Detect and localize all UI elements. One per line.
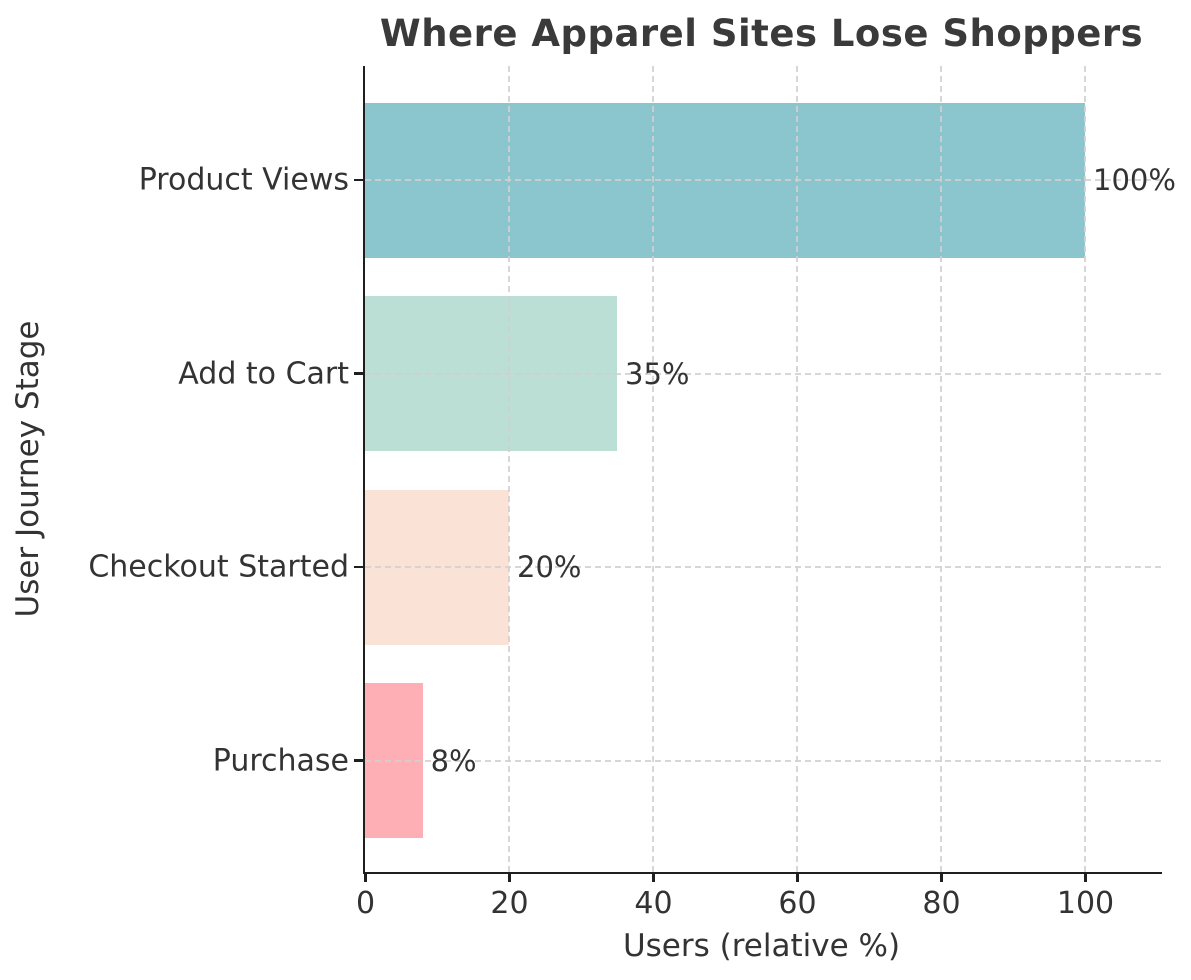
gridline-vertical bbox=[1084, 66, 1086, 872]
y-axis-label: User Journey Stage bbox=[10, 320, 46, 618]
x-tick-mark bbox=[508, 874, 511, 882]
x-tick-label: 80 bbox=[922, 886, 961, 921]
x-tick-label: 20 bbox=[490, 886, 529, 921]
gridline-horizontal bbox=[365, 179, 1162, 181]
x-tick-mark bbox=[1084, 874, 1087, 882]
gridline-horizontal bbox=[365, 372, 1162, 375]
y-tick-mark bbox=[354, 565, 363, 569]
chart-title: Where Apparel Sites Lose Shoppers bbox=[379, 12, 1144, 55]
y-tick-mark bbox=[354, 372, 363, 375]
x-tick-label: 60 bbox=[778, 886, 817, 921]
y-tick-label-product-views: Product Views bbox=[138, 162, 349, 198]
bar-value-label: 35% bbox=[625, 356, 690, 391]
y-tick-mark bbox=[354, 759, 363, 762]
gridline-vertical bbox=[940, 66, 942, 872]
gridline-horizontal bbox=[365, 759, 1162, 762]
y-tick-mark bbox=[354, 178, 363, 182]
x-tick-label: 100 bbox=[1056, 886, 1115, 921]
gridline-vertical bbox=[652, 66, 654, 872]
plot-area: 100% 35% 20% 8% bbox=[363, 66, 1176, 874]
x-tick-label: 40 bbox=[634, 886, 673, 921]
bar-value-label: 8% bbox=[430, 743, 477, 778]
y-tick-label-add-to-cart: Add to Cart bbox=[178, 356, 349, 391]
y-tick-label-purchase: Purchase bbox=[212, 743, 349, 778]
gridline-vertical bbox=[508, 66, 510, 872]
x-tick-mark bbox=[940, 874, 943, 882]
x-tick-label: 0 bbox=[355, 886, 376, 921]
x-tick-mark bbox=[652, 874, 655, 882]
x-axis-label: Users (relative %) bbox=[622, 928, 901, 964]
x-tick-mark bbox=[364, 874, 367, 882]
gridline-vertical bbox=[796, 66, 798, 872]
x-tick-mark bbox=[796, 874, 799, 882]
bar-value-label: 20% bbox=[517, 550, 582, 584]
gridline-horizontal bbox=[365, 566, 1162, 568]
y-tick-label-checkout-started: Checkout Started bbox=[88, 549, 349, 585]
bar-value-label: 100% bbox=[1093, 163, 1176, 197]
